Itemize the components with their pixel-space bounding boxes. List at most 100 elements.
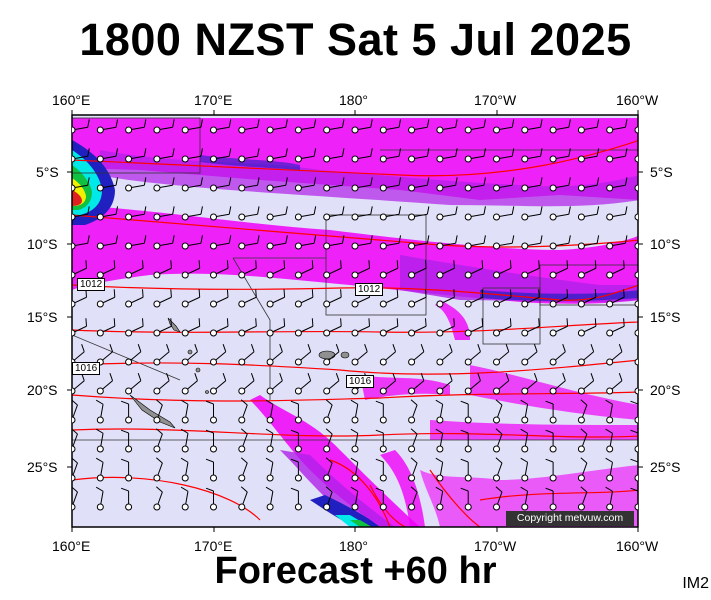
wind-barb-feather <box>533 343 538 352</box>
wind-barb-feather <box>340 260 342 269</box>
isobars <box>72 140 638 527</box>
wind-barb-feather <box>200 177 203 186</box>
station-circle <box>238 445 246 453</box>
station-circle <box>408 474 416 482</box>
wind-barb-feather <box>410 428 418 435</box>
station-circle <box>125 416 133 424</box>
station-circle <box>323 387 331 395</box>
station-circle <box>181 126 189 134</box>
wind-barb-feather <box>222 343 227 352</box>
station-circle <box>125 271 133 279</box>
station-circle <box>96 300 104 308</box>
axis-ticks <box>67 110 643 532</box>
wind-barb-feather <box>172 206 175 215</box>
wind-barb-feather <box>481 260 484 269</box>
wind-barb-feather <box>205 400 214 405</box>
wind-barb-feather <box>375 429 384 434</box>
station-circle <box>351 474 359 482</box>
station-circle <box>125 329 133 337</box>
wind-barb-feather <box>533 372 538 381</box>
wind-barb-feather <box>137 372 142 381</box>
station-circle <box>238 329 246 337</box>
wind-barb-feather <box>172 177 175 186</box>
wind-barb-feather <box>283 289 286 298</box>
wind-barb-feather <box>520 486 528 492</box>
wind-barb-feather <box>520 428 528 434</box>
station-circle <box>493 242 500 250</box>
wind-barb-feather <box>435 399 443 405</box>
station-circle <box>606 329 614 337</box>
station-circle <box>606 300 614 308</box>
wind-barb-feather <box>455 148 458 157</box>
station-circle <box>323 474 331 482</box>
station-circle <box>436 155 444 163</box>
wind-barb-feather <box>520 457 528 463</box>
wind-barb-feather <box>341 177 345 186</box>
station-circle <box>323 329 331 337</box>
wind-barb-feather <box>652 260 653 268</box>
station-circle <box>521 271 529 279</box>
station-circle <box>153 358 161 366</box>
wind-barb-feather <box>257 119 260 128</box>
station-circle <box>577 300 585 308</box>
station-circle <box>294 329 302 337</box>
station-circle <box>238 358 246 366</box>
wind-barb-feather <box>481 318 484 327</box>
station-circle <box>323 271 331 279</box>
station-circle <box>577 387 585 395</box>
station-circle <box>210 387 217 395</box>
wind-barb-feather <box>483 235 486 244</box>
wind-barb-feather <box>375 487 384 492</box>
image-code: IM2 <box>682 575 709 592</box>
wind-barb-feather <box>370 235 373 244</box>
wind-barb-feather <box>350 399 359 405</box>
station-circle <box>153 503 161 511</box>
station-circle <box>408 503 416 511</box>
wind-barb-feather <box>624 206 628 215</box>
station-circle <box>294 416 302 424</box>
station-circle <box>464 242 472 250</box>
station-circle <box>210 213 217 221</box>
station-circle <box>181 242 189 250</box>
wind-barb-feather <box>370 177 373 186</box>
wind-barb-feather <box>200 119 203 128</box>
station-circle <box>464 503 472 511</box>
wind-barb-feather <box>172 148 175 157</box>
wind-barb-feather <box>425 289 427 298</box>
wind-barb-feather <box>623 318 625 327</box>
station-circle <box>521 329 529 337</box>
wind-barb-feather <box>265 428 274 434</box>
wind-barb-feather <box>538 289 540 298</box>
wind-barb-feather <box>364 343 368 352</box>
station-circle <box>634 300 638 308</box>
wind-barb-feather <box>180 399 189 405</box>
wind-barb-feather <box>435 486 443 492</box>
station-circle <box>266 126 274 134</box>
station-circle <box>125 184 133 192</box>
wind-barb-feather <box>113 260 116 269</box>
wind-barb-feather <box>350 486 359 492</box>
station-circle <box>464 155 472 163</box>
wind-barb-feather <box>240 399 248 406</box>
station-circle <box>436 387 444 395</box>
station-circle <box>210 155 217 163</box>
station-circle <box>379 503 387 511</box>
station-circle <box>379 184 387 192</box>
station-circle <box>493 300 500 308</box>
station-circle <box>464 126 472 134</box>
station-circle <box>606 474 614 482</box>
station-circle <box>408 329 416 337</box>
wind-barb-feather <box>180 428 189 434</box>
station-circle <box>72 126 76 134</box>
wind-barb-shaft <box>637 187 638 188</box>
station-circle <box>493 445 500 453</box>
station-circle <box>521 300 529 308</box>
map-title: 1800 NZST Sat 5 Jul 2025 <box>79 14 632 65</box>
station-circle <box>379 474 387 482</box>
wind-barb-feather <box>630 429 638 434</box>
wind-barb-feather <box>509 318 512 327</box>
station-circle <box>408 213 416 221</box>
station-circle <box>577 358 585 366</box>
wind-barb-feather <box>115 177 119 186</box>
station-circle <box>72 184 76 192</box>
